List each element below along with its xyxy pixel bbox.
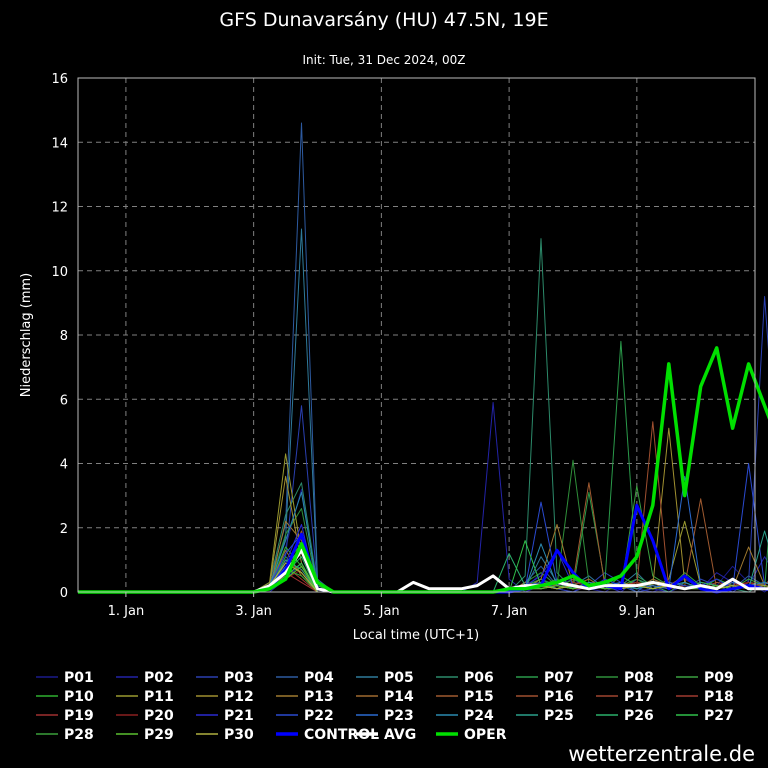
series-line-p12 — [78, 427, 768, 593]
legend-label: CONTROL — [304, 727, 379, 743]
y-tick-label: 4 — [60, 458, 68, 473]
y-tick-label: 0 — [60, 586, 68, 601]
grid — [78, 78, 755, 592]
series-line-p04 — [78, 122, 768, 593]
legend-label: P20 — [144, 708, 174, 724]
legend-label: P21 — [224, 708, 254, 724]
x-tick-label: 9. Jan — [619, 604, 656, 619]
legend-label: P03 — [224, 670, 254, 686]
legend-label: P30 — [224, 727, 254, 743]
x-tick-label: 5. Jan — [363, 604, 400, 619]
legend-label: OPER — [464, 727, 507, 743]
legend-label: P22 — [304, 708, 334, 724]
y-tick-label: 10 — [51, 265, 68, 280]
brand-watermark: wetterzentrale.de — [568, 742, 755, 766]
y-axis-label: Niederschlag (mm) — [19, 273, 34, 398]
series-group — [78, 122, 768, 594]
legend-label: P17 — [624, 689, 654, 705]
legend-label: P02 — [144, 670, 174, 686]
y-tick-label: 8 — [60, 329, 68, 344]
legend-label: P18 — [704, 689, 734, 705]
legend-label: P06 — [464, 670, 494, 686]
legend-label: P27 — [704, 708, 734, 724]
series-line-p02 — [78, 402, 768, 593]
legend-label: P19 — [64, 708, 94, 724]
legend-label: P29 — [144, 727, 174, 743]
legend-label: P25 — [544, 708, 574, 724]
y-ticks: 0 2 4 6 8 10 12 14 16 — [51, 72, 68, 601]
legend-label: P15 — [464, 689, 494, 705]
x-tick-label: 1. Jan — [108, 604, 145, 619]
legend-label: P11 — [144, 689, 174, 705]
legend-label: P10 — [64, 689, 94, 705]
legend-label: P28 — [64, 727, 94, 743]
legend-label: P07 — [544, 670, 574, 686]
legend-label: P24 — [464, 708, 494, 724]
x-axis-label: Local time (UTC+1) — [353, 628, 479, 643]
legend-label: P14 — [384, 689, 414, 705]
y-tick-label: 12 — [51, 201, 68, 216]
legend-label: P12 — [224, 689, 254, 705]
x-tick-label: 7. Jan — [491, 604, 528, 619]
y-tick-label: 14 — [51, 136, 68, 151]
legend-label: P01 — [64, 670, 94, 686]
plot-frame — [77, 77, 756, 593]
x-tick-label: 3. Jan — [235, 604, 272, 619]
series-line-p16 — [78, 421, 768, 593]
legend-label: P23 — [384, 708, 414, 724]
chart-subtitle: Init: Tue, 31 Dec 2024, 00Z — [303, 53, 466, 67]
chart-title: GFS Dunavarsány (HU) 47.5N, 19E — [219, 9, 548, 31]
legend-label: P16 — [544, 689, 574, 705]
y-tick-label: 6 — [60, 393, 68, 408]
legend-label: P26 — [624, 708, 654, 724]
legend-label: P13 — [304, 689, 334, 705]
legend-label: P09 — [704, 670, 734, 686]
legend-label: P05 — [384, 670, 414, 686]
legend-label: P08 — [624, 670, 654, 686]
y-tick-label: 16 — [51, 72, 68, 87]
y-tick-label: 2 — [60, 522, 68, 537]
legend-label: P04 — [304, 670, 334, 686]
x-ticks: 1. Jan 3. Jan 5. Jan 7. Jan 9. Jan — [108, 592, 656, 619]
legend-label: AVG — [384, 727, 416, 743]
legend: P01 P02 P03 P04 P05 P06 P07 P08 P09 P10 P11 P12 P13 P… — [36, 670, 734, 743]
